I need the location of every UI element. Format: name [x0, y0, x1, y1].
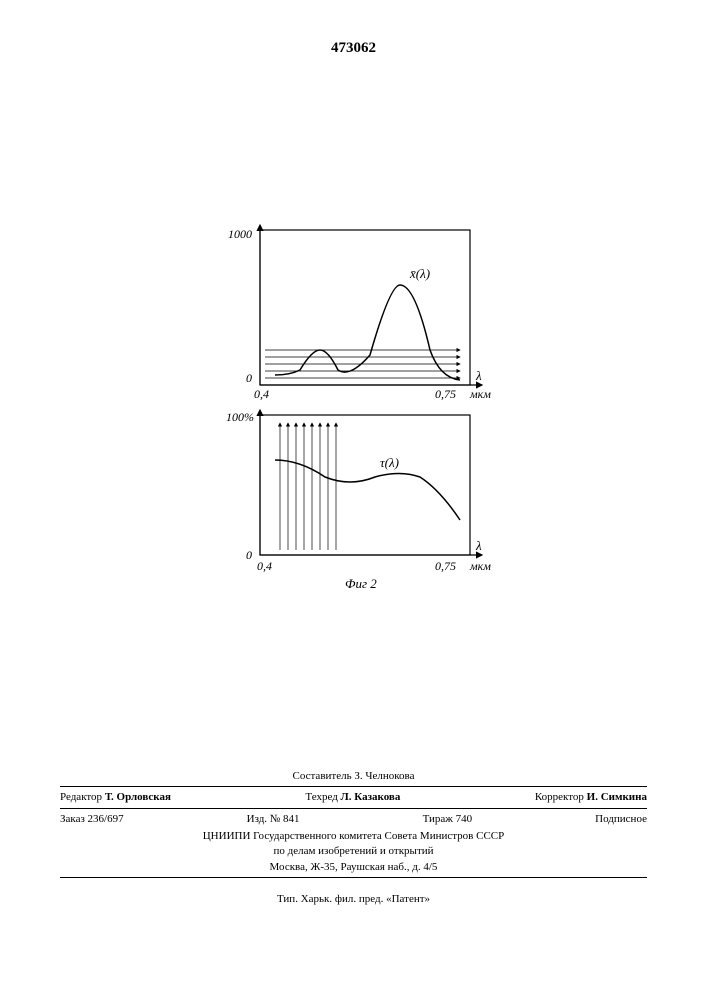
tirage: Тираж 740	[423, 812, 473, 827]
svg-text:100%: 100%	[226, 410, 254, 424]
svg-text:1000: 1000	[228, 227, 252, 241]
org1: ЦНИИПИ Государственного комитета Совета …	[60, 829, 647, 844]
corrector: Корректор И. Симкина	[535, 790, 647, 805]
order: Заказ 236/697	[60, 812, 124, 827]
svg-text:0,4: 0,4	[257, 559, 272, 573]
svg-text:τ(λ): τ(λ)	[380, 455, 399, 470]
techred: Техред Л. Казакова	[305, 790, 400, 805]
print-row: Заказ 236/697 Изд. № 841 Тираж 740 Подпи…	[60, 811, 647, 828]
org2: по делам изобретений и открытий	[60, 844, 647, 859]
svg-text:0: 0	[246, 371, 252, 385]
svg-text:λ: λ	[475, 368, 482, 383]
svg-text:0: 0	[246, 548, 252, 562]
footer-block: Составитель З. Челнокова Редактор Т. Орл…	[60, 769, 647, 880]
figure-area: 100000,40,75λмкмx̄(λ)100%00,40,75λмкмτ(λ…	[220, 220, 500, 600]
patent-number: 473062	[0, 40, 707, 57]
printer-line: Тип. Харьк. фил. пред. «Патент»	[0, 893, 707, 905]
editor: Редактор Т. Орловская	[60, 790, 171, 805]
svg-text:0,4: 0,4	[254, 387, 269, 401]
address: Москва, Ж-35, Раушская наб., д. 4/5	[60, 860, 647, 875]
svg-text:0,75: 0,75	[435, 387, 456, 401]
svg-text:Фиг 2: Фиг 2	[345, 576, 377, 591]
issue: Изд. № 841	[247, 812, 300, 827]
svg-text:мкм: мкм	[469, 559, 491, 573]
figure-svg: 100000,40,75λмкмx̄(λ)100%00,40,75λмкмτ(λ…	[220, 220, 500, 600]
credits-row: Редактор Т. Орловская Техред Л. Казакова…	[60, 789, 647, 806]
svg-text:x̄(λ): x̄(λ)	[409, 266, 430, 281]
svg-text:мкм: мкм	[469, 387, 491, 401]
subscription: Подписное	[595, 812, 647, 827]
compiler-line: Составитель З. Челнокова	[60, 769, 647, 784]
svg-text:0,75: 0,75	[435, 559, 456, 573]
svg-text:λ: λ	[475, 538, 482, 553]
page: 473062 100000,40,75λмкмx̄(λ)100%00,40,75…	[0, 0, 707, 1000]
